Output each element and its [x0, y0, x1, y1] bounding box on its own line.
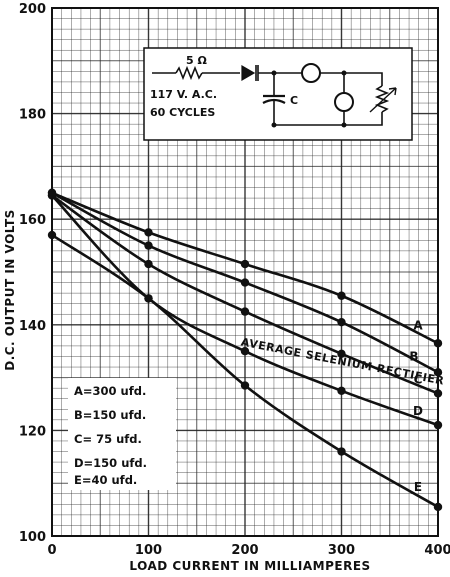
data-point-e	[47, 230, 57, 240]
plot-frame	[51, 7, 439, 537]
curve-label-c: C	[414, 372, 423, 386]
x-tick-label: 0	[47, 543, 56, 558]
data-point-d	[337, 386, 346, 395]
legend: A=300 ufd. B=150 ufd. C= 75 ufd. D=150 u…	[68, 378, 176, 490]
load-return-wire	[274, 112, 383, 126]
wire-after-meter	[320, 72, 383, 86]
y-tick-label: 200	[19, 2, 46, 17]
data-points	[47, 188, 443, 512]
data-point-c	[337, 349, 346, 359]
data-point-c	[433, 389, 443, 398]
rectifier-icon	[241, 64, 256, 82]
load-resistor-symbol	[374, 85, 390, 113]
data-point-b	[144, 241, 153, 250]
y-tick-labels: 100 120 140 160 180 200	[19, 2, 46, 545]
y-tick-label: 120	[19, 424, 46, 439]
circuit-schematic-inset: 5 Ω C 117 V. A.C. 60 CYCLES	[143, 47, 413, 141]
x-tick-label: 100	[135, 543, 162, 558]
x-tick-label: 300	[328, 543, 355, 558]
data-point-d	[240, 347, 250, 356]
x-tick-labels: 0 100 200 300 400	[47, 543, 450, 558]
curve-label-a: A	[413, 318, 423, 332]
data-point-b	[240, 278, 250, 287]
data-point-e	[337, 447, 346, 456]
resistor-symbol	[175, 65, 203, 81]
data-point-b	[433, 368, 443, 377]
curve-labels: A BC D E	[409, 318, 423, 494]
junction-dot	[271, 122, 277, 128]
y-tick-label: 140	[19, 319, 46, 334]
y-tick-label: 180	[19, 108, 46, 123]
curve-label-d: D	[413, 404, 423, 418]
y-tick-label: 160	[19, 213, 46, 228]
resistor-label: 5 Ω	[186, 54, 207, 67]
curve-label-e: E	[414, 480, 422, 494]
x-tick-label: 400	[424, 543, 450, 558]
variable-arrow-icon	[369, 87, 397, 113]
data-point-a	[337, 291, 346, 300]
legend-entry-d: D=150 ufd.	[74, 456, 147, 470]
curve-label-b: B	[409, 349, 418, 363]
voltmeter-icon	[334, 92, 354, 112]
data-point-d	[47, 191, 57, 200]
data-point-a	[240, 259, 250, 269]
legend-entry-c: C= 75 ufd.	[74, 432, 142, 446]
x-tick-label: 200	[231, 543, 258, 558]
data-point-e	[144, 294, 153, 303]
data-point-a	[433, 339, 443, 348]
legend-box	[68, 378, 176, 490]
legend-entry-b: B=150 ufd.	[74, 408, 146, 422]
y-axis-title: D.C. OUTPUT IN VOLTS	[3, 209, 17, 371]
data-point-a	[144, 228, 153, 237]
ammeter-icon	[301, 63, 321, 83]
data-point-d	[433, 420, 443, 430]
data-point-b	[337, 317, 346, 327]
capacitor-plate-bottom	[262, 98, 286, 104]
legend-entry-e: E=40 ufd.	[74, 473, 137, 487]
capacitor-label: C	[290, 94, 298, 107]
junction-dot	[341, 122, 347, 128]
y-tick-label: 100	[19, 530, 46, 545]
x-axis-title: LOAD CURRENT IN MILLIAMPERES	[129, 559, 370, 573]
data-point-c	[240, 307, 250, 316]
data-point-e	[240, 381, 250, 390]
data-point-e	[433, 502, 443, 512]
data-point-c	[144, 259, 153, 269]
supply-voltage-label: 117 V. A.C.	[150, 88, 217, 101]
supply-frequency-label: 60 CYCLES	[150, 106, 215, 119]
junction-dot	[271, 70, 277, 76]
legend-entry-a: A=300 ufd.	[74, 384, 146, 398]
junction-dot	[341, 70, 347, 76]
